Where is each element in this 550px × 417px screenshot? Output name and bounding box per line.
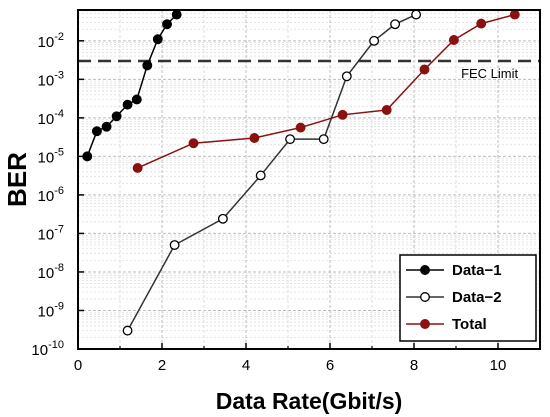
- x-tick-label: 10: [490, 357, 507, 374]
- x-tick-label: 6: [326, 357, 334, 374]
- data-point: [111, 111, 122, 122]
- data-point: [91, 126, 102, 137]
- x-tick-label: 0: [74, 357, 82, 374]
- legend: Data−1 Data−2 Total: [399, 254, 537, 342]
- y-tick-label: 10-4: [38, 108, 64, 128]
- data-point: [122, 325, 133, 336]
- data-point: [131, 94, 142, 105]
- legend-label: Data−2: [452, 289, 502, 306]
- y-tick-label: 10-8: [38, 262, 64, 282]
- data-point: [341, 71, 352, 82]
- data-point: [411, 9, 422, 20]
- data-point: [82, 151, 93, 162]
- data-point: [381, 105, 392, 115]
- data-point: [509, 9, 520, 20]
- y-tick-label: 10-10: [31, 339, 64, 359]
- legend-marker: [420, 319, 430, 329]
- series-line: [126, 13, 417, 331]
- x-tick-label: 2: [158, 357, 166, 374]
- data-point: [255, 170, 266, 181]
- legend-marker: [420, 292, 430, 302]
- data-point: [132, 163, 143, 173]
- legend-item: Data−2: [406, 289, 502, 306]
- fec-limit-label: FEC Limit: [461, 66, 518, 81]
- series-line: [86, 14, 178, 157]
- legend-label: Data−1: [452, 262, 502, 279]
- legend-item: Total: [406, 316, 487, 333]
- data-point: [448, 35, 459, 45]
- y-tick-label: 10-6: [38, 185, 64, 205]
- data-point: [122, 99, 133, 110]
- data-point: [169, 240, 180, 250]
- legend-item: Data−1: [406, 262, 502, 279]
- y-tick-label: 10-7: [38, 223, 64, 243]
- legend-label: Total: [452, 316, 487, 333]
- data-point: [476, 18, 487, 29]
- series-group: [82, 9, 520, 336]
- data-point: [419, 64, 430, 75]
- data-point: [337, 109, 348, 120]
- y-axis-title: BER: [2, 152, 32, 207]
- data-point: [285, 134, 296, 145]
- data-point: [152, 34, 163, 45]
- data-point: [217, 213, 228, 224]
- series-1: [82, 9, 182, 162]
- y-tick-label: 10-5: [38, 146, 64, 166]
- data-point: [369, 35, 380, 46]
- data-point: [249, 133, 260, 143]
- x-tick-label: 8: [410, 357, 418, 374]
- y-tick-label: 10-3: [38, 69, 64, 89]
- plot-frame: [77, 9, 541, 350]
- data-point: [162, 19, 172, 30]
- legend-marker: [420, 265, 430, 275]
- data-point: [295, 122, 306, 133]
- data-point: [101, 121, 112, 132]
- data-point: [390, 19, 401, 30]
- reference-line-group: FEC Limit: [78, 59, 540, 81]
- series-3: [132, 9, 520, 173]
- series-2: [122, 9, 422, 336]
- series-line: [137, 13, 515, 169]
- y-tick-label: 10-2: [38, 31, 64, 51]
- x-axis-title: Data Rate(Gbit/s): [216, 388, 403, 414]
- data-point: [188, 138, 199, 149]
- data-point: [171, 9, 182, 20]
- y-tick-label: 10-9: [38, 300, 64, 320]
- data-point: [142, 60, 153, 71]
- data-point: [318, 134, 329, 145]
- x-tick-label: 4: [242, 357, 250, 374]
